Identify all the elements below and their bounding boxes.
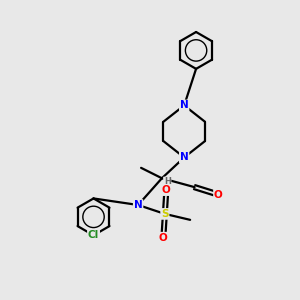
Text: O: O [162, 185, 171, 195]
Text: N: N [180, 152, 189, 162]
Text: S: S [161, 209, 169, 219]
Text: N: N [134, 200, 142, 210]
Text: Cl: Cl [88, 230, 99, 240]
Text: N: N [180, 100, 189, 110]
Text: O: O [214, 190, 223, 200]
Text: O: O [159, 233, 168, 243]
Text: H: H [164, 177, 171, 186]
